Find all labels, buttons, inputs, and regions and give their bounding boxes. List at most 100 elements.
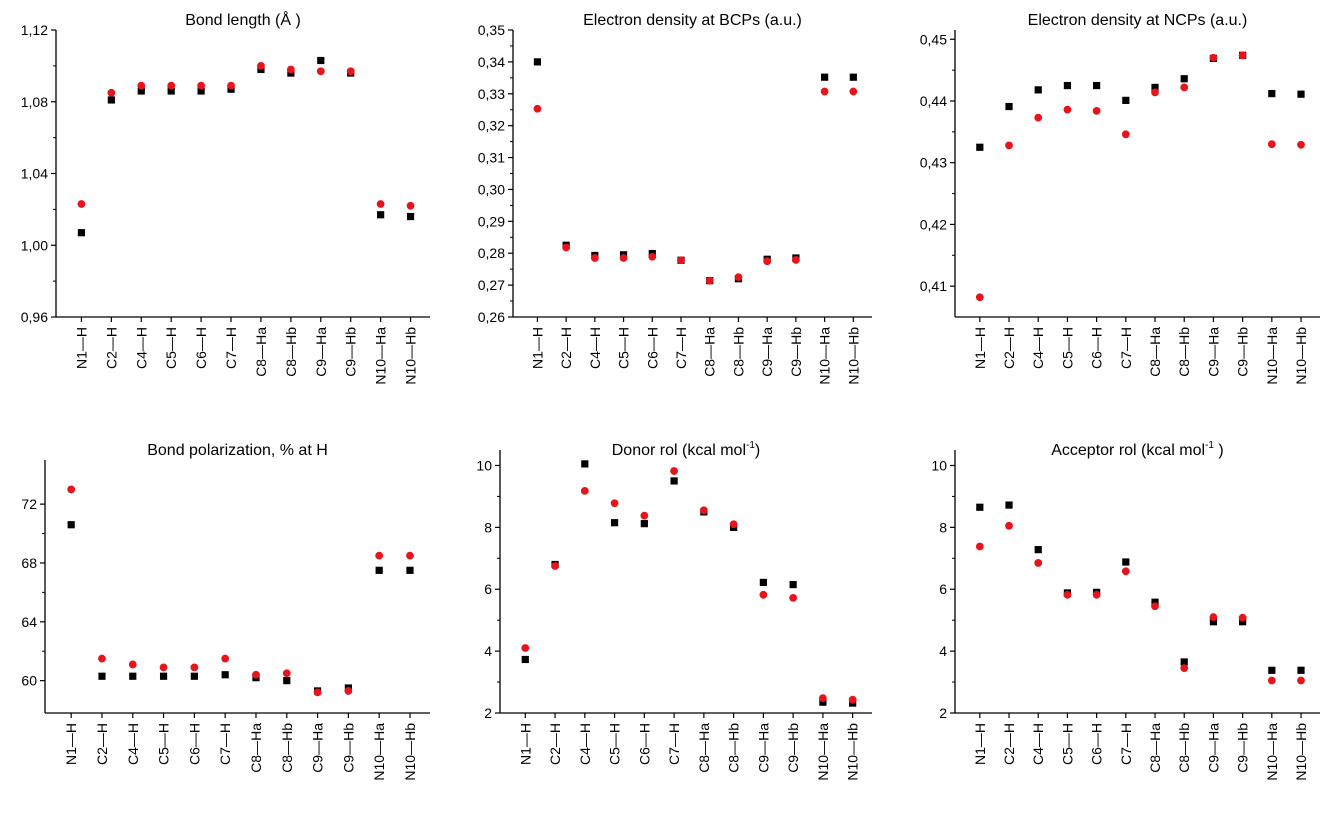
y-tick-label: 8 bbox=[484, 519, 492, 535]
x-tick-label: C8—Ha bbox=[696, 723, 712, 773]
y-tick-label: 6 bbox=[484, 581, 492, 597]
data-point-square bbox=[1034, 86, 1042, 94]
data-point-square bbox=[1005, 501, 1013, 509]
y-tick-label: 4 bbox=[484, 643, 492, 659]
x-tick-label: N10—Hb bbox=[845, 327, 861, 385]
data-point-square bbox=[1180, 658, 1188, 666]
data-point-circle bbox=[1005, 141, 1013, 150]
data-point-circle bbox=[677, 256, 685, 265]
y-tick-label: 2 bbox=[939, 705, 947, 721]
chart-panel-3: 0,41 0,42 0,43 0,44 0,45 N1—H C2—H C4—H C5—H C6—H… bbox=[920, 12, 1320, 385]
x-tick-label: C2—H bbox=[1001, 723, 1017, 765]
data-point-circle bbox=[1034, 559, 1043, 567]
y-tick-label: 1,12 bbox=[21, 22, 48, 38]
data-point-square bbox=[1063, 81, 1072, 90]
data-point-circle bbox=[167, 81, 176, 90]
x-tick-label: C4—H bbox=[587, 327, 603, 369]
data-point-circle bbox=[1297, 676, 1305, 685]
data-point-square bbox=[1268, 89, 1276, 98]
x-tick-label: C9—Ha bbox=[755, 723, 771, 773]
data-point-circle bbox=[533, 104, 542, 113]
x-tick-label: C9—Hb bbox=[340, 723, 356, 773]
y-tick-label: 0,34 bbox=[478, 54, 505, 70]
x-tick-label: C7—H bbox=[1118, 723, 1134, 765]
x-tick-label: C2—H bbox=[558, 327, 574, 369]
data-point-circle bbox=[1121, 130, 1130, 139]
x-tick-label: C6—H bbox=[186, 723, 202, 765]
y-tick-label: 1,04 bbox=[21, 166, 48, 182]
y-tick-label: 72 bbox=[21, 496, 37, 512]
data-point-circle bbox=[1209, 53, 1218, 62]
data-point-circle bbox=[346, 67, 355, 76]
x-tick-label: N1—H bbox=[517, 723, 533, 765]
x-tick-label: N10—Ha bbox=[815, 723, 831, 781]
chart-title: Donor rol (kcal mol-1) bbox=[612, 440, 761, 459]
x-tick-label: C2—H bbox=[103, 327, 119, 369]
data-point-square bbox=[1180, 75, 1188, 83]
y-tick-label: 0,45 bbox=[920, 31, 947, 47]
data-point-circle bbox=[282, 669, 291, 678]
data-point-circle bbox=[1267, 140, 1276, 149]
data-point-circle bbox=[551, 562, 559, 570]
data-point-circle bbox=[159, 663, 168, 672]
x-tick-label: C5—H bbox=[1059, 723, 1075, 765]
x-tick-label: C8—Hb bbox=[283, 327, 299, 377]
data-point-circle bbox=[221, 654, 230, 663]
x-tick-label: N1—H bbox=[972, 723, 988, 765]
x-tick-label: N10—Hb bbox=[845, 723, 861, 781]
data-point-circle bbox=[286, 65, 295, 74]
y-tick-label: 0,96 bbox=[21, 309, 48, 325]
data-point-circle bbox=[729, 520, 738, 529]
data-point-square bbox=[67, 521, 75, 529]
x-tick-label: C9—Ha bbox=[1205, 327, 1221, 377]
x-tick-label: N10—Ha bbox=[1264, 723, 1280, 781]
x-tick-label: C6—H bbox=[1089, 327, 1105, 369]
y-tick-label: 0,28 bbox=[478, 245, 505, 261]
data-point-circle bbox=[406, 551, 414, 560]
data-point-circle bbox=[820, 87, 829, 96]
data-point-circle bbox=[137, 81, 146, 90]
x-tick-label: N1—H bbox=[73, 327, 89, 369]
data-point-circle bbox=[734, 273, 743, 282]
y-tick-label: 0,35 bbox=[478, 22, 505, 38]
data-point-square bbox=[98, 672, 106, 680]
data-point-square bbox=[1209, 618, 1218, 626]
x-tick-label: C8—Ha bbox=[248, 723, 264, 773]
y-tick-label: 0,26 bbox=[478, 309, 505, 325]
y-tick-label: 60 bbox=[21, 673, 37, 689]
x-tick-label: C4—H bbox=[1030, 723, 1046, 765]
data-point-circle bbox=[975, 542, 984, 551]
x-tick-label: C6—H bbox=[193, 327, 209, 369]
x-tick-label: C2—H bbox=[1001, 327, 1017, 369]
chart-title: Acceptor rol (kcal mol-1 ) bbox=[1051, 440, 1224, 459]
data-point-square bbox=[1034, 546, 1042, 554]
x-tick-label: C6—H bbox=[636, 723, 652, 765]
y-tick-label: 0,42 bbox=[920, 216, 947, 232]
data-point-circle bbox=[1180, 664, 1189, 673]
data-point-circle bbox=[640, 511, 649, 520]
data-point-square bbox=[521, 655, 529, 664]
x-tick-label: C7—H bbox=[217, 723, 233, 765]
y-tick-label: 64 bbox=[21, 614, 37, 630]
data-point-square bbox=[77, 229, 86, 237]
data-point-circle bbox=[1092, 590, 1101, 599]
data-point-circle bbox=[406, 201, 415, 210]
data-point-square bbox=[976, 143, 984, 151]
x-tick-label: C9—Ha bbox=[310, 723, 326, 773]
data-point-circle bbox=[1121, 567, 1130, 576]
x-tick-label: C4—H bbox=[125, 723, 141, 765]
data-point-circle bbox=[376, 200, 385, 208]
data-point-square bbox=[640, 520, 648, 528]
y-tick-label: 2 bbox=[484, 705, 492, 721]
y-tick-label: 10 bbox=[931, 457, 947, 473]
data-point-circle bbox=[1151, 88, 1159, 97]
x-tick-label: N10—Ha bbox=[1264, 327, 1280, 385]
data-point-circle bbox=[1267, 676, 1276, 685]
x-tick-label: C9—Hb bbox=[785, 723, 801, 773]
x-tick-label: N1—H bbox=[529, 327, 545, 369]
data-point-circle bbox=[562, 243, 571, 252]
chart-title: Bond length (Å ) bbox=[185, 10, 301, 29]
data-point-circle bbox=[705, 276, 714, 285]
x-tick-label: C7—H bbox=[666, 723, 682, 765]
x-tick-label: C4—H bbox=[577, 723, 593, 765]
